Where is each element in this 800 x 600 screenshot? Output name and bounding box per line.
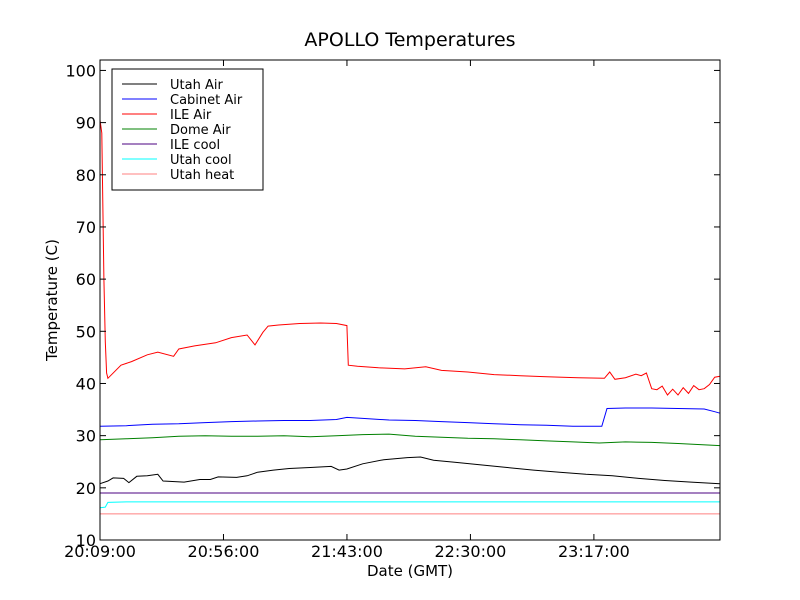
- y-axis-label: Temperature (C): [43, 239, 61, 362]
- x-tick-label: 20:56:00: [188, 542, 260, 561]
- y-tick-label: 60: [76, 270, 96, 289]
- legend-label: Utah Air: [170, 78, 223, 93]
- y-tick-label: 90: [76, 114, 96, 133]
- legend-label: Dome Air: [170, 123, 231, 138]
- plot-frame: [99, 59, 721, 541]
- y-tick-label: 30: [76, 427, 96, 446]
- y-tick-label: 10: [76, 531, 96, 550]
- series-line-2: [99, 119, 721, 396]
- y-tick-label: 80: [76, 166, 96, 185]
- series-line-0: [99, 456, 721, 485]
- y-tick-label: 70: [76, 218, 96, 237]
- x-tick-label: 23:17:00: [558, 542, 630, 561]
- series-line-1: [99, 407, 721, 427]
- x-axis-label: Date (GMT): [367, 562, 453, 580]
- x-tick-label: 21:43:00: [311, 542, 383, 561]
- y-tick-label: 100: [65, 61, 96, 80]
- legend-label: Utah cool: [170, 153, 232, 168]
- legend-label: Utah heat: [170, 168, 234, 183]
- series-line-5: [99, 501, 720, 509]
- series-line-3: [99, 433, 721, 447]
- chart-title: APOLLO Temperatures: [304, 29, 515, 51]
- y-tick-label: 20: [76, 479, 96, 498]
- legend-label: ILE Air: [170, 108, 212, 123]
- y-tick-label: 50: [76, 322, 96, 341]
- x-tick-label: 22:30:00: [434, 542, 506, 561]
- legend-label: Cabinet Air: [170, 93, 243, 108]
- y-tick-label: 40: [76, 374, 96, 393]
- tick-layer: 10 20 30 40 50 60 70 80 90 100 20:09:00 20:56:00 21:…: [64, 60, 720, 561]
- x-tick-label: 20:09:00: [64, 542, 136, 561]
- series-layer: [99, 119, 721, 515]
- legend-label: ILE cool: [170, 138, 220, 153]
